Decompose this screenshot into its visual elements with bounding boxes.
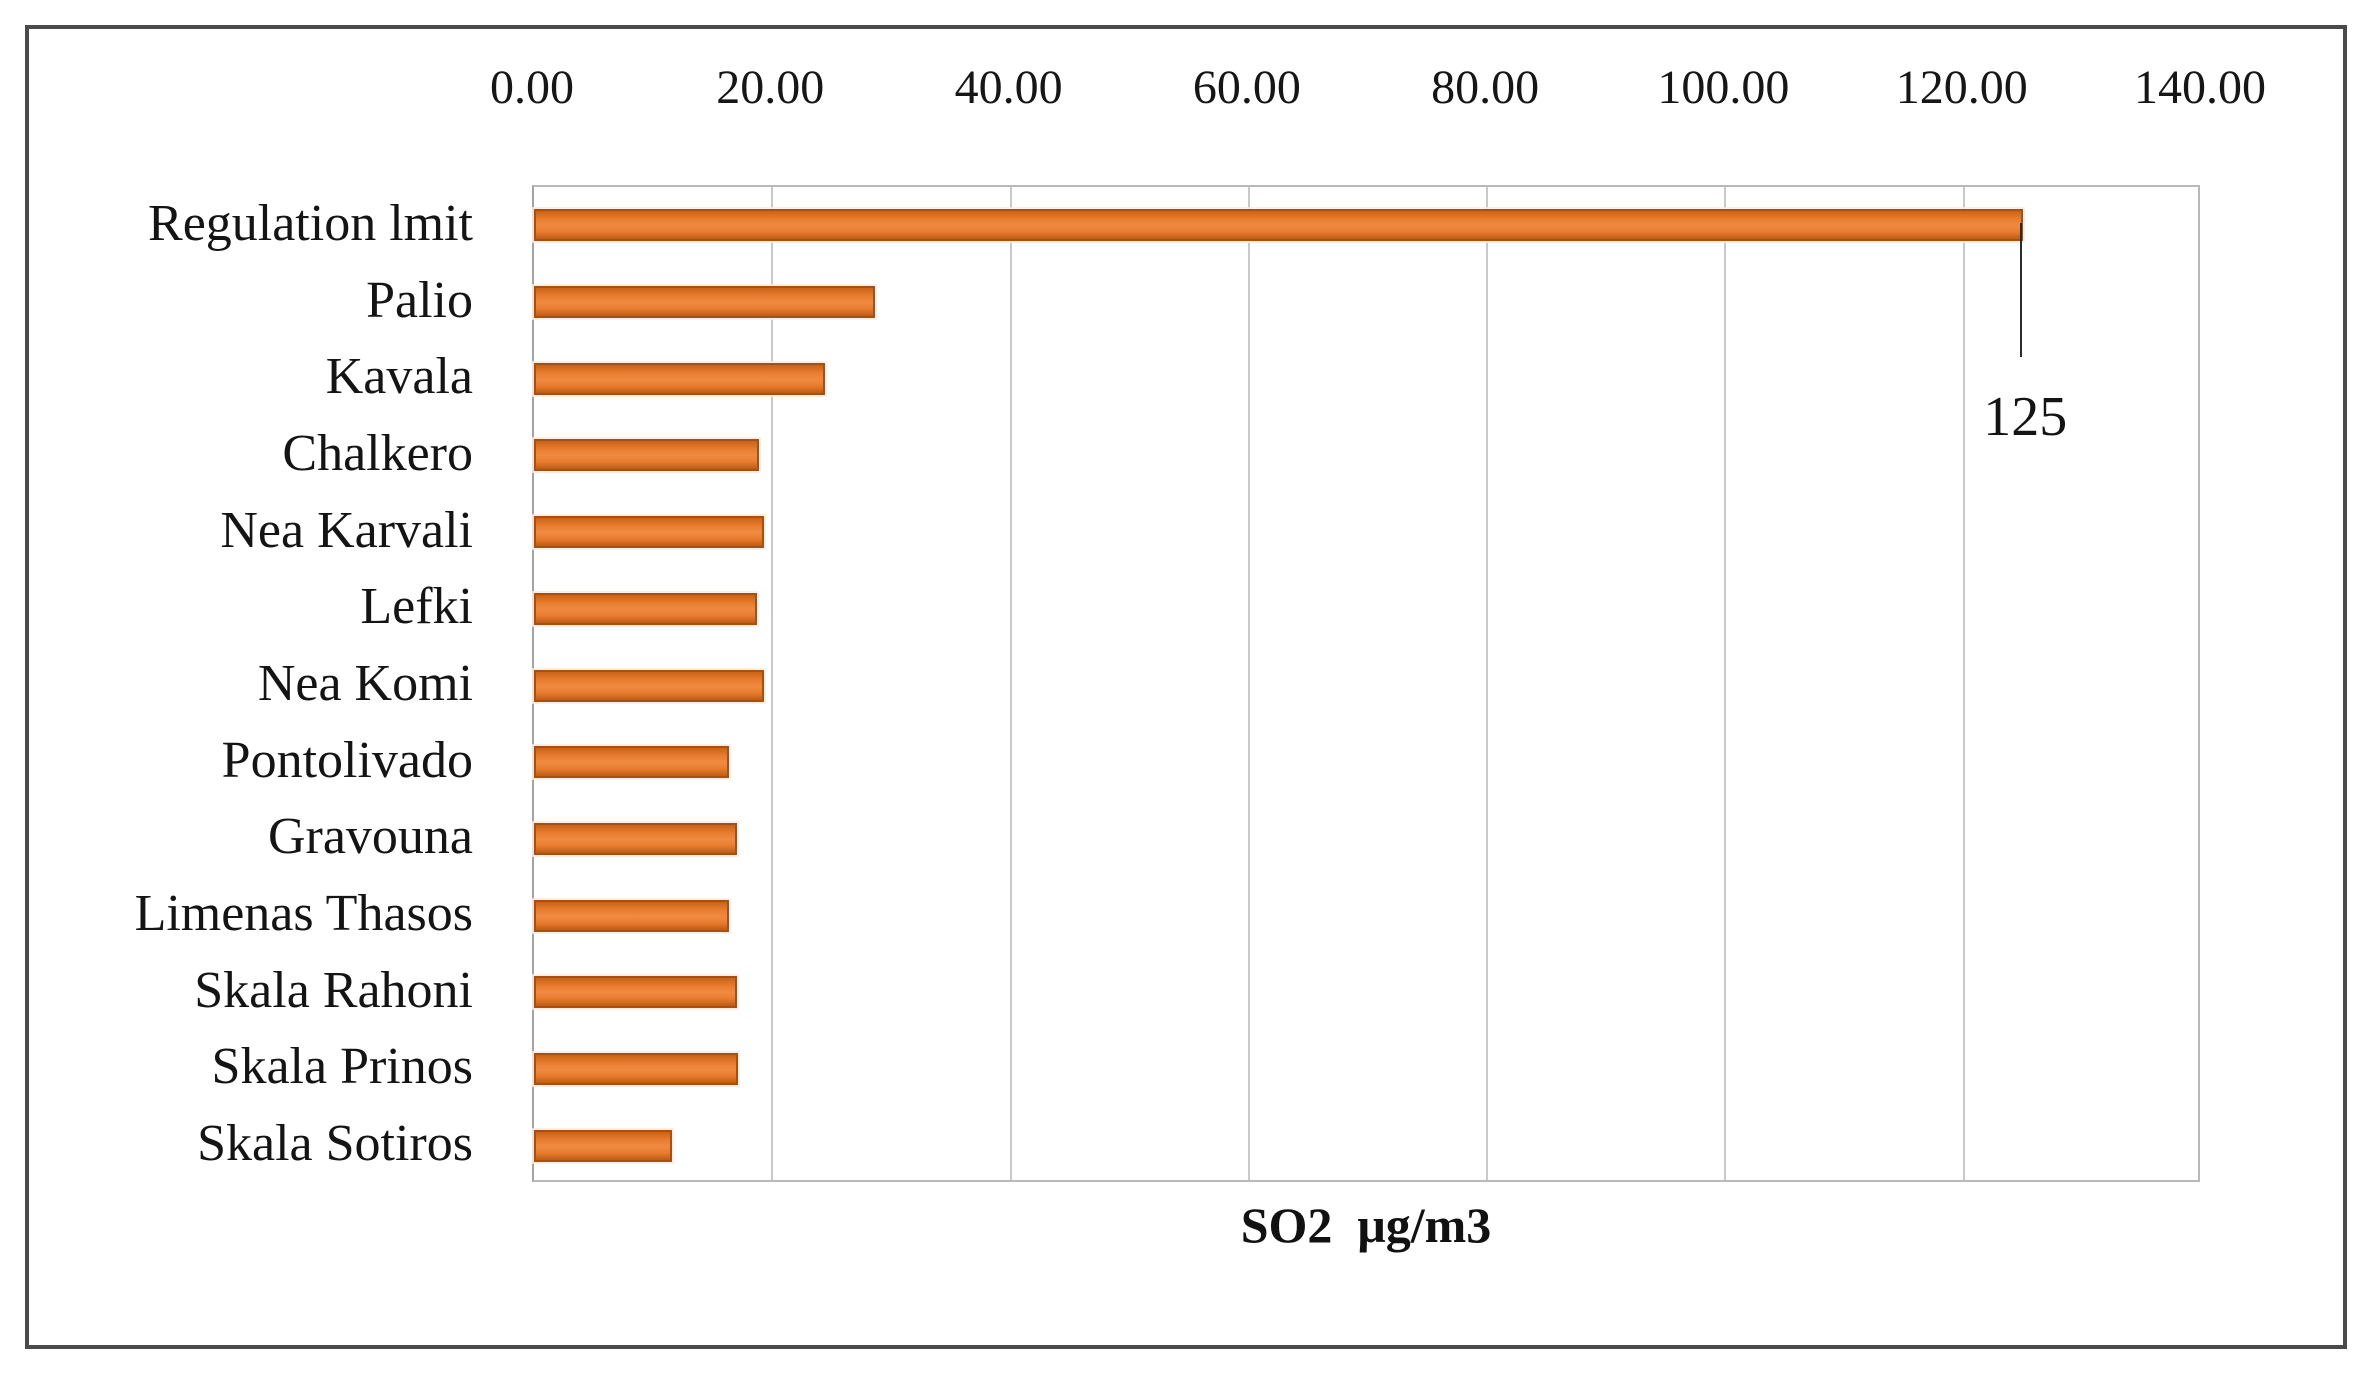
x-tick-label: 60.00 (1192, 61, 1301, 114)
vertical-gridline (1486, 187, 1489, 1180)
x-tick-label: 20.00 (716, 61, 825, 114)
x-tick-label: 140.00 (2134, 61, 2266, 114)
vertical-gridline (1247, 187, 1250, 1180)
vertical-gridline (1962, 187, 1965, 1180)
bar-chalkero (534, 439, 760, 472)
plot-area (532, 185, 2200, 1182)
bar-nea-komi (534, 669, 764, 702)
x-tick-label: 80.00 (1431, 61, 1540, 114)
annotation-leader-line (2020, 223, 2023, 358)
bar-skala-prinos (534, 1052, 738, 1085)
bar-regulation-lmit (534, 209, 2024, 242)
x-tick-label: 120.00 (1895, 61, 2028, 114)
category-label: Palio (366, 271, 473, 329)
category-label: Lefki (360, 578, 473, 636)
x-axis-tick-labels: 0.00 20.00 40.00 60.00 80.00 100.00 120.00 140.… (490, 58, 2266, 118)
bar-lefki (534, 592, 757, 625)
vertical-gridline (771, 187, 774, 1180)
bar-skala-sotiros (534, 1129, 673, 1162)
category-label: Kavala (325, 348, 473, 406)
x-tick-label: 100.00 (1657, 61, 1790, 114)
category-label: Regulation lmit (148, 194, 473, 252)
category-axis-labels: Regulation lmit Palio Kavala Chalkero Nea Ka… (0, 185, 505, 1182)
bar-limenas-thasos (534, 899, 730, 932)
category-label: Chalkero (282, 424, 473, 482)
category-label: Skala Sotiros (197, 1115, 473, 1173)
bar-kavala (534, 362, 825, 395)
data-label-regulation-limit: 125 (1983, 386, 2068, 449)
category-label: Nea Karvali (220, 501, 473, 559)
vertical-gridline (1009, 187, 1012, 1180)
category-label: Pontolivado (221, 731, 473, 789)
category-label: Limenas Thasos (134, 885, 473, 943)
x-tick-label: 0.00 (490, 61, 574, 114)
bar-palio (534, 286, 875, 319)
category-label: Skala Prinos (211, 1038, 473, 1096)
category-label: Skala Rahoni (194, 961, 473, 1019)
bar-nea-karvali (534, 516, 764, 549)
vertical-gridline (1724, 187, 1727, 1180)
bar-gravouna (534, 822, 737, 855)
x-tick-label: 40.00 (954, 61, 1063, 114)
bar-skala-rahoni (534, 976, 737, 1009)
x-axis-title: SO2 μg/m3 (1240, 1197, 1492, 1253)
category-label: Gravouna (267, 808, 473, 866)
category-label: Nea Komi (257, 654, 473, 712)
bar-pontolivado (534, 746, 730, 779)
